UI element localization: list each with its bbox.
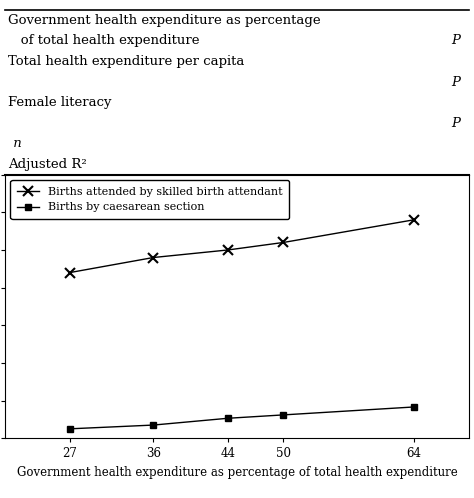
Text: P: P [451, 117, 460, 129]
Text: n: n [9, 137, 22, 150]
Births attended by skilled birth attendant [67, 269, 73, 275]
Line: Births attended by skilled birth attendant: Births attended by skilled birth attenda… [65, 215, 419, 277]
Births attended by skilled birth attendant [281, 240, 286, 246]
Text: P: P [451, 34, 460, 47]
Text: P: P [451, 76, 460, 89]
Births by caesarean section [151, 422, 156, 428]
Legend: Births attended by skilled birth attendant, Births by caesarean section: Births attended by skilled birth attenda… [10, 180, 289, 219]
Births attended by skilled birth attendant [151, 254, 156, 260]
Line: Births by caesarean section: Births by caesarean section [66, 403, 417, 432]
Text: of total health expenditure: of total health expenditure [9, 34, 200, 47]
Births by caesarean section [67, 426, 73, 432]
X-axis label: Government health expenditure as percentage of total health expenditure: Government health expenditure as percent… [17, 466, 457, 479]
Births by caesarean section [225, 415, 230, 421]
Births by caesarean section [281, 412, 286, 418]
Text: Adjusted R²: Adjusted R² [9, 158, 87, 171]
Text: Total health expenditure per capita: Total health expenditure per capita [9, 55, 245, 68]
Births attended by skilled birth attendant [225, 247, 230, 253]
Text: Government health expenditure as percentage: Government health expenditure as percent… [9, 14, 321, 27]
Births by caesarean section [410, 404, 416, 410]
Text: Female literacy: Female literacy [9, 96, 112, 109]
Births attended by skilled birth attendant [410, 217, 416, 223]
